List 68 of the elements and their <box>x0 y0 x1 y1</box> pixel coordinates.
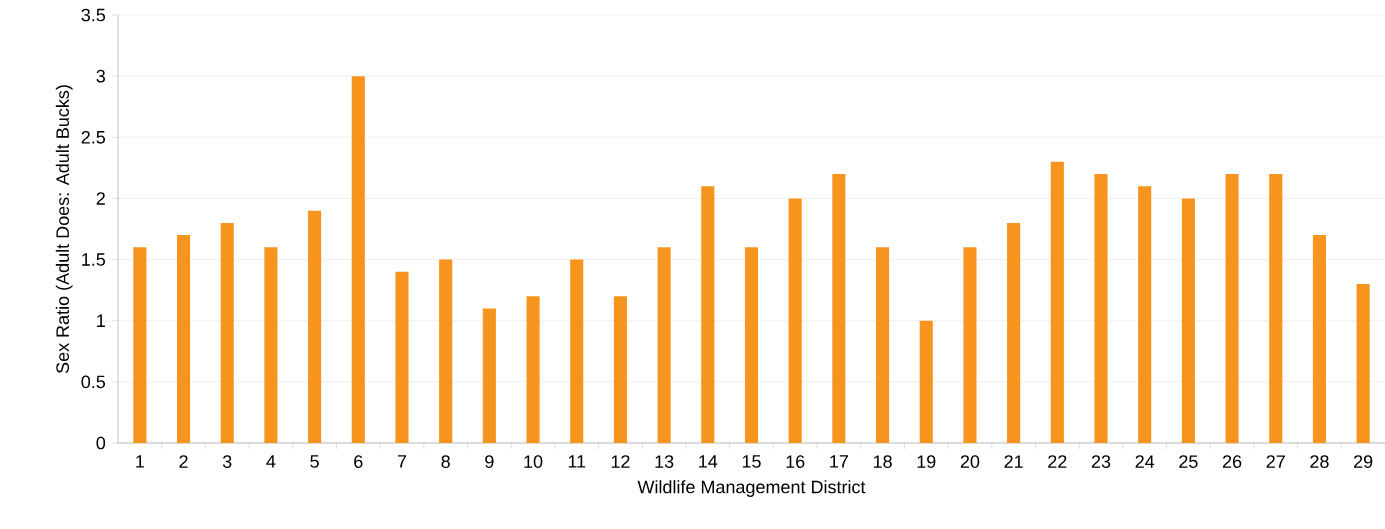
x-tick-label: 17 <box>830 455 848 468</box>
bar <box>701 186 715 443</box>
x-tick-label: 5 <box>310 455 319 468</box>
bar <box>613 296 627 443</box>
x-tick-label: 15 <box>742 455 761 468</box>
bar <box>1225 173 1239 443</box>
bar <box>1181 198 1195 443</box>
y-tick-label: 1 <box>97 314 105 327</box>
bar <box>176 235 191 443</box>
bar <box>570 259 584 443</box>
x-tick-label: 8 <box>441 455 450 468</box>
bar <box>919 320 933 443</box>
x-tick-label: 14 <box>699 455 718 468</box>
x-tick-label: 25 <box>1179 455 1198 468</box>
bar <box>482 308 496 443</box>
bar <box>1007 222 1021 443</box>
x-tick-label: 1 <box>136 455 144 468</box>
x-tick-label: 2 <box>179 455 188 468</box>
bar <box>264 247 278 443</box>
bar <box>1269 173 1283 443</box>
bar <box>526 296 540 443</box>
bar <box>1094 173 1108 443</box>
x-tick-label: 16 <box>786 455 805 468</box>
bar <box>133 247 147 443</box>
x-tick-label: 11 <box>568 455 586 468</box>
x-tick-label: 9 <box>485 455 494 468</box>
y-tick-label: 0.5 <box>81 375 106 389</box>
x-tick-label: 26 <box>1222 455 1242 468</box>
bar <box>876 247 890 443</box>
bar <box>351 76 365 443</box>
x-tick-label: 18 <box>873 455 892 468</box>
x-tick-label: 4 <box>266 455 276 468</box>
bar <box>832 173 846 443</box>
x-tick-label: 13 <box>655 455 674 468</box>
x-tick-label: 28 <box>1310 455 1329 468</box>
x-tick-label: 23 <box>1091 455 1111 468</box>
bar <box>308 210 322 443</box>
y-tick-label: 3 <box>96 69 106 83</box>
x-tick-label: 21 <box>1004 455 1023 468</box>
bar <box>1312 235 1326 443</box>
x-tick-label: 22 <box>1048 455 1067 468</box>
bar <box>1050 161 1064 443</box>
bar <box>395 271 409 443</box>
x-tick-label: 19 <box>917 455 936 468</box>
y-tick-label: 1.5 <box>82 253 106 266</box>
bar <box>657 247 671 443</box>
bar <box>1138 186 1152 443</box>
x-tick-label: 20 <box>960 455 980 468</box>
x-tick-label: 29 <box>1354 455 1373 468</box>
bar <box>220 222 234 443</box>
x-tick-label: 27 <box>1266 455 1285 468</box>
x-tick-label: 10 <box>524 455 543 468</box>
bar <box>963 247 977 443</box>
y-tick-label: 2.5 <box>81 130 106 144</box>
y-tick-label: 2 <box>96 192 105 205</box>
x-tick-label: 7 <box>397 455 407 468</box>
bar <box>744 247 759 443</box>
x-tick-label: 12 <box>611 455 630 468</box>
x-tick-label: 6 <box>354 455 363 468</box>
y-axis-title: Sex Ratio (Adult Does: Adult Bucks) <box>55 85 73 374</box>
y-tick-label: 0 <box>96 436 106 450</box>
y-tick-label: 3.5 <box>81 8 106 22</box>
x-tick-label: 3 <box>222 455 232 468</box>
bar <box>439 259 453 443</box>
bar <box>788 198 802 443</box>
x-tick-label: 24 <box>1135 455 1155 468</box>
x-axis-title: Wildlife Management District <box>637 480 866 497</box>
bar <box>1356 284 1370 443</box>
